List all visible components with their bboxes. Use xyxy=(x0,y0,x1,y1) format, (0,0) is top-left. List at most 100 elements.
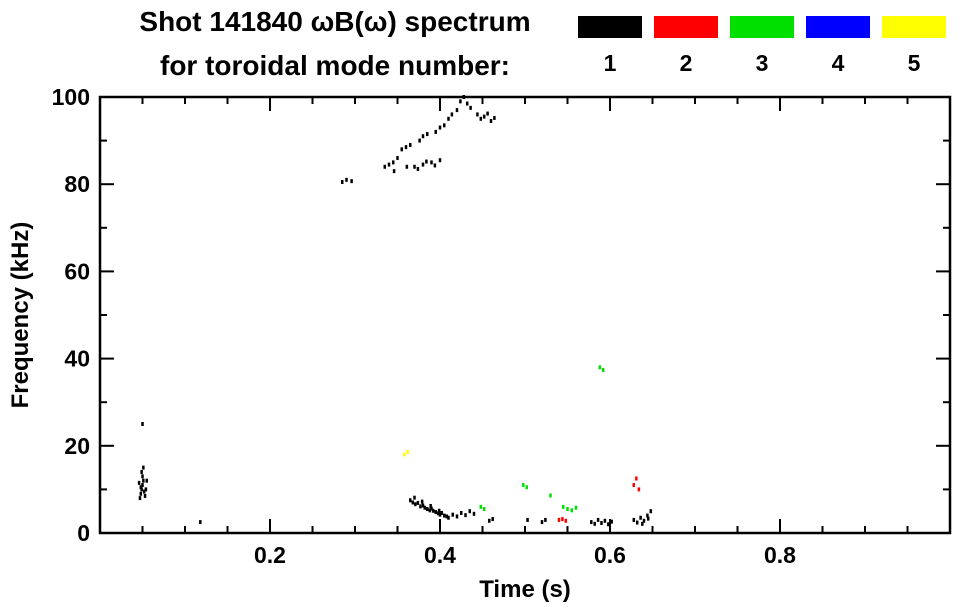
data-point-n1 xyxy=(445,514,449,519)
legend-swatch-n4 xyxy=(806,16,870,38)
y-tick-label: 20 xyxy=(64,433,90,459)
data-point-n1 xyxy=(392,160,395,165)
data-point-n1 xyxy=(141,422,144,426)
data-point-n1 xyxy=(418,138,421,143)
data-point-n1 xyxy=(455,108,459,113)
legend-item-n2: 2 xyxy=(654,16,718,75)
data-point-n1 xyxy=(425,159,428,164)
data-point-n1 xyxy=(464,513,467,518)
data-point-n1 xyxy=(405,164,409,169)
data-point-n3 xyxy=(566,507,569,512)
data-point-n1 xyxy=(409,498,412,503)
data-point-n2 xyxy=(557,517,561,522)
x-tick-label: 0.8 xyxy=(764,542,796,568)
data-point-n1 xyxy=(459,99,462,104)
data-point-n1 xyxy=(438,125,442,130)
data-point-n1 xyxy=(421,162,425,167)
series-n5-points xyxy=(403,449,409,457)
data-point-n1 xyxy=(450,112,454,117)
data-point-n1 xyxy=(462,95,466,99)
data-point-n1 xyxy=(635,520,639,525)
data-point-n3 xyxy=(549,493,552,498)
data-point-n1 xyxy=(145,478,148,483)
data-point-n1 xyxy=(431,508,435,513)
data-point-n3 xyxy=(574,505,578,510)
data-point-n1 xyxy=(142,465,145,470)
data-point-n1 xyxy=(434,129,437,134)
data-point-n1 xyxy=(396,156,399,161)
data-point-n1 xyxy=(392,169,396,174)
data-point-n1 xyxy=(420,499,424,504)
data-point-n1 xyxy=(387,162,391,167)
y-axis-label: Frequency (kHz) xyxy=(7,221,34,409)
data-point-n1 xyxy=(140,487,143,492)
data-point-n1 xyxy=(440,510,443,515)
data-point-n1 xyxy=(468,509,471,514)
data-point-n1 xyxy=(404,145,408,150)
data-point-n1 xyxy=(139,491,143,496)
data-point-n1 xyxy=(416,500,420,505)
plot-frame xyxy=(98,95,952,535)
data-point-n1 xyxy=(421,503,425,508)
data-point-n1 xyxy=(443,513,446,518)
data-point-n1 xyxy=(460,510,463,515)
legend-item-n4: 4 xyxy=(806,16,870,75)
data-point-n1 xyxy=(138,496,142,501)
data-point-n1 xyxy=(411,500,415,505)
data-point-n1 xyxy=(414,502,417,507)
series-n3-points xyxy=(479,365,605,513)
data-point-n1 xyxy=(413,164,416,169)
data-point-n1 xyxy=(416,166,420,171)
data-point-n3 xyxy=(522,483,525,488)
data-point-n1 xyxy=(476,112,479,117)
data-point-n1 xyxy=(383,164,386,169)
data-point-n3 xyxy=(601,367,605,372)
data-point-n1 xyxy=(345,177,348,182)
data-point-n3 xyxy=(479,504,483,509)
data-point-n3 xyxy=(598,365,602,370)
legend-label-n2: 2 xyxy=(679,50,693,76)
data-point-n1 xyxy=(434,510,437,515)
legend-label-n5: 5 xyxy=(907,50,921,76)
legend-swatch-n2 xyxy=(654,16,718,38)
data-point-n1 xyxy=(590,520,593,525)
data-point-n1 xyxy=(642,518,646,523)
data-point-n1 xyxy=(139,485,143,490)
x-tick-label: 0.4 xyxy=(424,542,456,568)
data-point-n1 xyxy=(544,517,547,522)
data-point-n1 xyxy=(455,514,459,519)
plot-title-line2: for toroidal mode number: xyxy=(160,50,510,81)
data-point-n3 xyxy=(570,508,573,513)
data-point-n1 xyxy=(603,518,607,523)
y-tick-label: 100 xyxy=(52,84,90,110)
data-point-n1 xyxy=(526,517,529,522)
data-point-n5 xyxy=(406,449,409,454)
legend-swatch-n3 xyxy=(730,16,794,38)
data-point-n1 xyxy=(632,517,636,522)
data-point-n1 xyxy=(421,134,425,139)
data-point-n1 xyxy=(488,518,491,523)
data-point-n1 xyxy=(491,517,494,522)
legend-swatch-n5 xyxy=(882,16,946,38)
data-point-n5 xyxy=(403,452,406,457)
data-point-n1 xyxy=(447,515,450,520)
data-point-n1 xyxy=(649,509,653,514)
data-point-n1 xyxy=(426,507,429,512)
legend-label-n4: 4 xyxy=(831,50,845,76)
data-point-n1 xyxy=(447,116,450,121)
data-point-n2 xyxy=(564,518,568,523)
data-point-n1 xyxy=(430,506,433,511)
data-point-n1 xyxy=(593,521,596,526)
data-point-n1 xyxy=(596,517,600,522)
data-point-n1 xyxy=(443,123,446,128)
mode-legend: 1 2 3 4 5 xyxy=(578,16,946,75)
data-point-n1 xyxy=(423,505,426,510)
y-tick-label: 80 xyxy=(64,171,90,197)
legend-item-n5: 5 xyxy=(882,16,946,75)
series-n2-points xyxy=(557,476,641,523)
legend-item-n1: 1 xyxy=(578,16,642,75)
data-point-n1 xyxy=(430,160,433,165)
data-point-n1 xyxy=(341,180,344,185)
